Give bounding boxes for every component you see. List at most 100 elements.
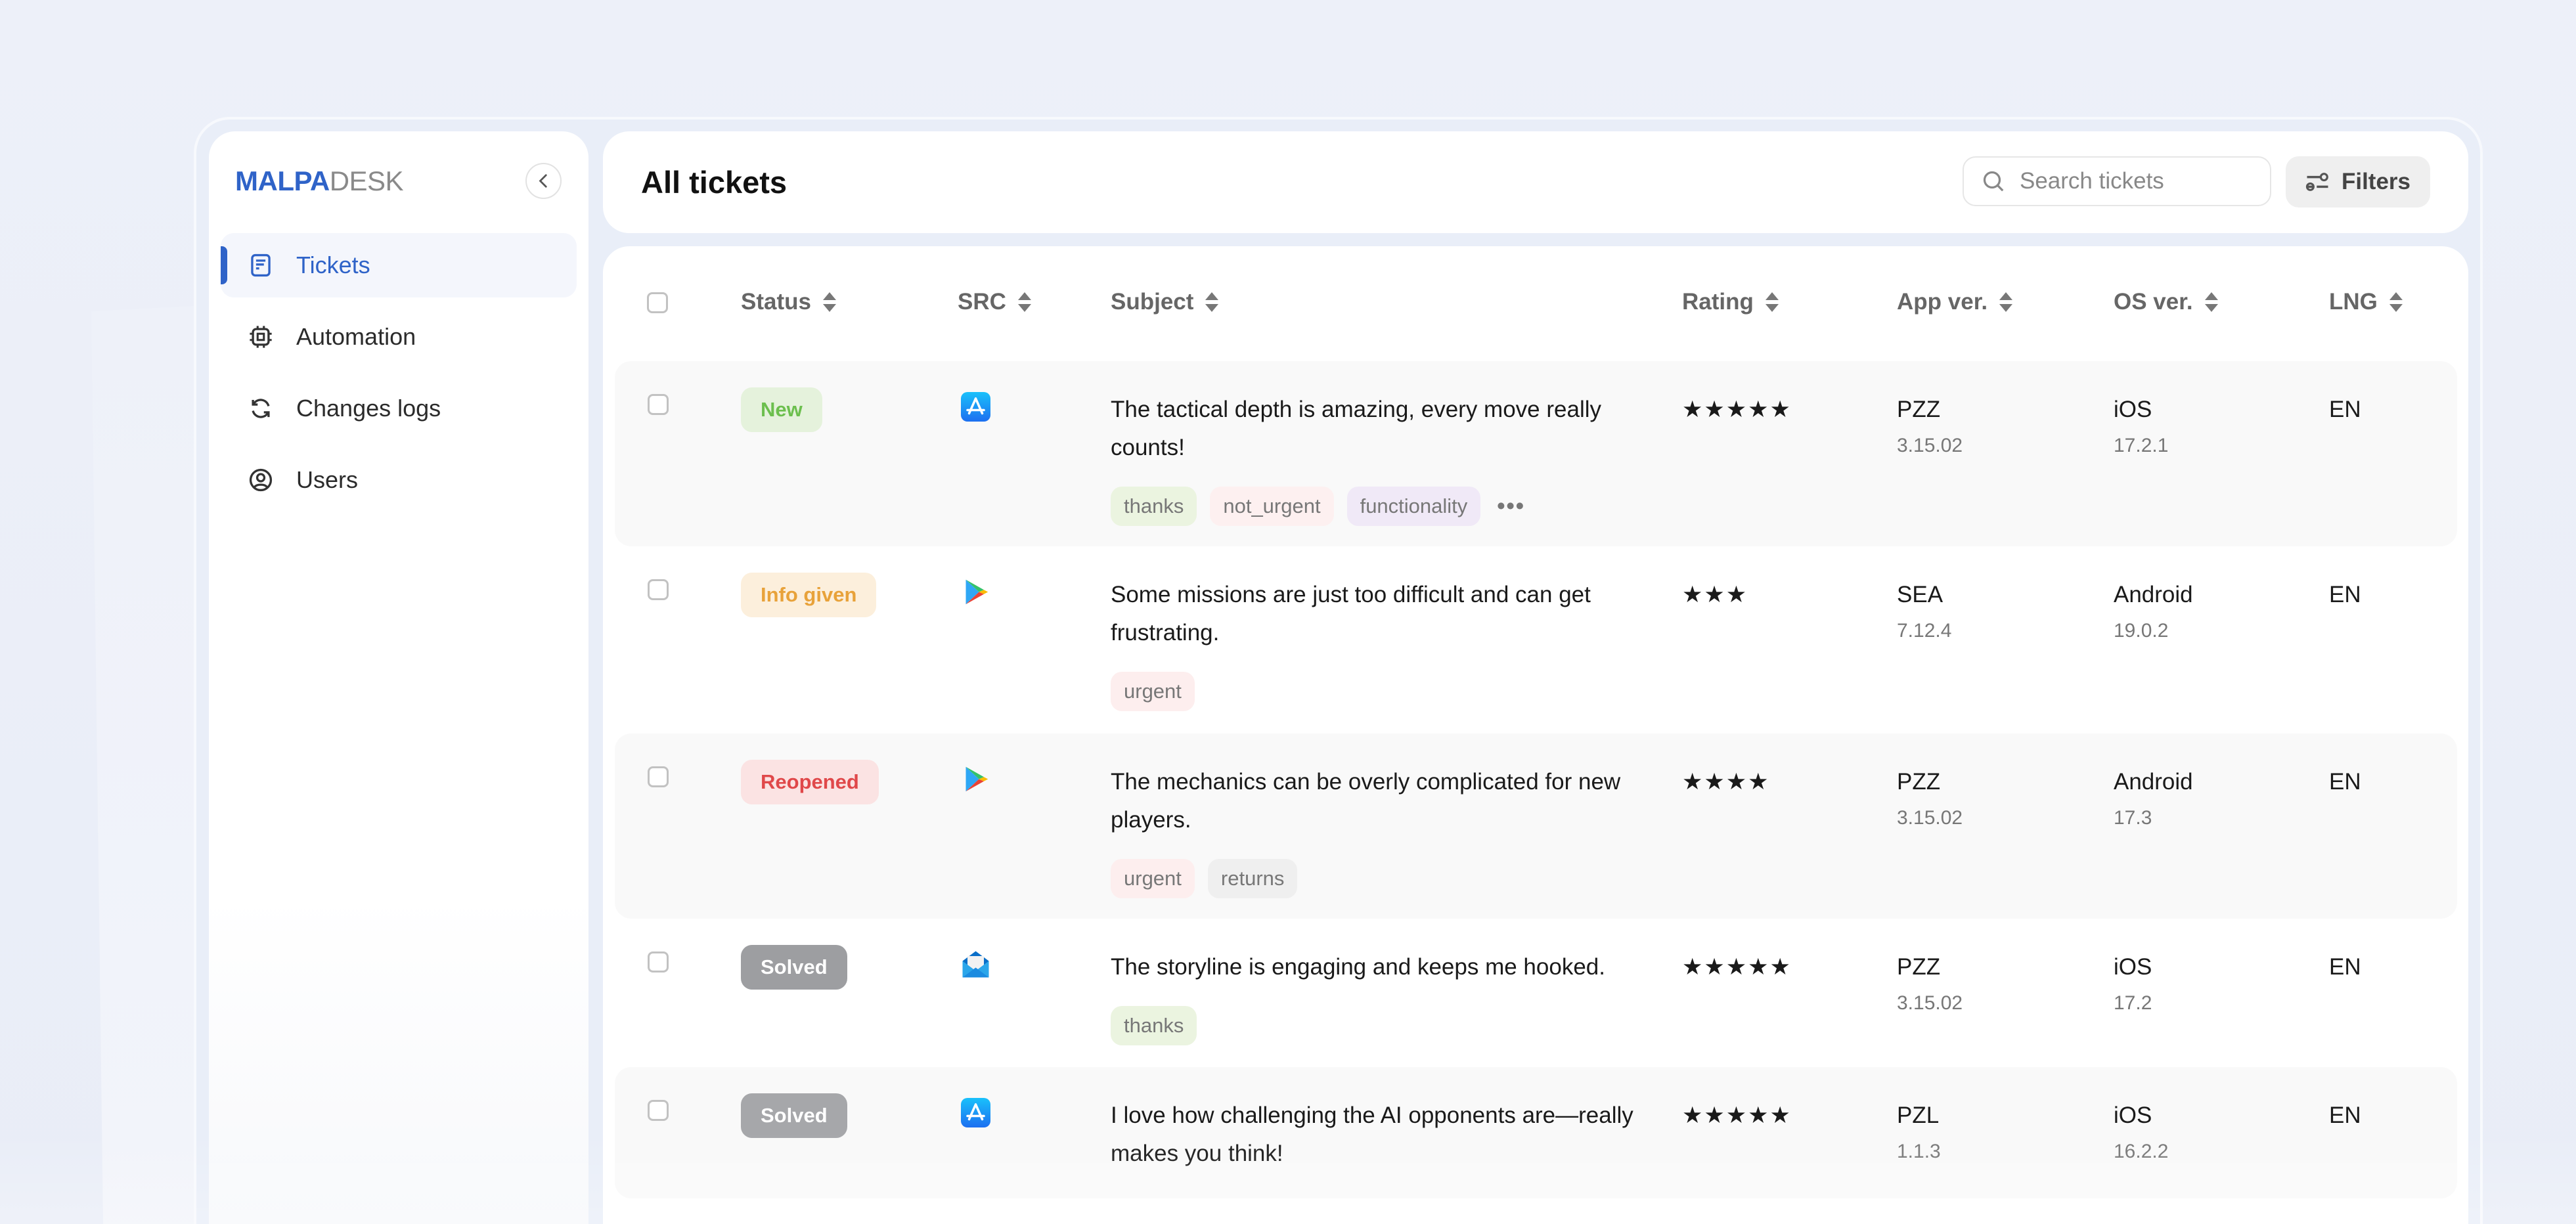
tag[interactable]: thanks bbox=[1111, 1006, 1197, 1045]
language-cell: EN bbox=[2329, 1103, 2361, 1128]
sidebar-item-automation[interactable]: Automation bbox=[221, 305, 577, 369]
sidebar-item-label: Users bbox=[296, 466, 359, 493]
column-label: Subject bbox=[1111, 289, 1194, 315]
subject-text: The storyline is engaging and keeps me h… bbox=[1111, 954, 1605, 980]
subject-cell[interactable]: The mechanics can be overly complicated … bbox=[1111, 763, 1636, 898]
tag[interactable]: returns bbox=[1207, 859, 1298, 898]
tag[interactable]: thanks bbox=[1111, 487, 1197, 526]
search-box[interactable] bbox=[1963, 156, 2271, 206]
app-version-cell: PZL 1.1.3 bbox=[1897, 1097, 1941, 1168]
os-version-cell: Android 17.3 bbox=[2114, 763, 2193, 834]
os-name: iOS bbox=[2114, 397, 2152, 422]
os-version: 16.2.2 bbox=[2114, 1141, 2169, 1162]
column-header-status[interactable]: Status bbox=[741, 289, 836, 315]
sort-icon bbox=[1205, 292, 1219, 312]
language-cell: EN bbox=[2329, 769, 2361, 795]
tag[interactable]: not_urgent bbox=[1210, 487, 1334, 526]
subject-cell[interactable]: I love how challenging the AI opponents … bbox=[1111, 1097, 1636, 1173]
column-label: LNG bbox=[2329, 289, 2378, 315]
tag-list: thanks bbox=[1111, 1006, 1636, 1045]
os-version: 17.3 bbox=[2114, 807, 2152, 829]
sidebar-item-tickets[interactable]: Tickets bbox=[221, 233, 577, 297]
sort-icon bbox=[1017, 292, 1031, 312]
logo: MALPADESK bbox=[235, 165, 404, 197]
page-header: All tickets Filters bbox=[603, 131, 2468, 233]
sort-icon bbox=[1999, 292, 2013, 312]
table-row[interactable]: Solved I love how challenging the AI opp… bbox=[615, 1067, 2457, 1198]
rating-stars: ★★★★ bbox=[1682, 769, 1770, 795]
table-row[interactable]: Reopened The mechanics can be overly com… bbox=[615, 733, 2457, 919]
column-header-subject[interactable]: Subject bbox=[1111, 289, 1219, 315]
sort-icon bbox=[2389, 292, 2403, 312]
column-label: Status bbox=[741, 289, 811, 315]
os-version-cell: Android 19.0.2 bbox=[2114, 576, 2193, 647]
language-cell: EN bbox=[2329, 954, 2361, 980]
subject-text: The mechanics can be overly complicated … bbox=[1111, 769, 1621, 833]
app-version: 3.15.02 bbox=[1897, 807, 1963, 829]
subject-cell[interactable]: The storyline is engaging and keeps me h… bbox=[1111, 948, 1636, 1045]
tag-list: thanks not_urgent functionality ••• bbox=[1111, 487, 1636, 526]
sidebar-item-users[interactable]: Users bbox=[221, 448, 577, 512]
collapse-sidebar-button[interactable] bbox=[525, 163, 562, 199]
row-checkbox[interactable] bbox=[648, 766, 669, 787]
os-version: 17.2 bbox=[2114, 992, 2152, 1014]
sidebar-nav: Tickets Automation Changes logs Users bbox=[221, 233, 577, 519]
row-checkbox[interactable] bbox=[648, 951, 669, 973]
tag[interactable]: urgent bbox=[1111, 859, 1195, 898]
os-name: iOS bbox=[2114, 954, 2152, 980]
tag[interactable]: functionality bbox=[1346, 487, 1481, 526]
os-version-cell: iOS 17.2 bbox=[2114, 948, 2152, 1019]
sidebar-item-label: Changes logs bbox=[296, 395, 441, 422]
tag-list: urgent returns bbox=[1111, 859, 1636, 898]
subject-text: I love how challenging the AI opponents … bbox=[1111, 1103, 1633, 1166]
app-name: PZZ bbox=[1897, 397, 1941, 422]
column-header-lng[interactable]: LNG bbox=[2329, 289, 2403, 315]
column-label: App ver. bbox=[1897, 289, 1988, 315]
subject-cell[interactable]: Some missions are just too difficult and… bbox=[1111, 576, 1636, 711]
row-checkbox[interactable] bbox=[648, 394, 669, 415]
app-name: PZZ bbox=[1897, 954, 1941, 980]
column-header-rating[interactable]: Rating bbox=[1682, 289, 1779, 315]
app-version: 3.15.02 bbox=[1897, 435, 1963, 456]
tag[interactable]: urgent bbox=[1111, 672, 1195, 711]
cpu-chip-icon bbox=[250, 326, 272, 348]
user-circle-icon bbox=[249, 468, 273, 492]
rating-stars: ★★★ bbox=[1682, 582, 1748, 607]
sidebar-item-label: Automation bbox=[296, 323, 416, 350]
sidebar-item-label: Tickets bbox=[296, 251, 370, 278]
row-checkbox[interactable] bbox=[648, 1100, 669, 1121]
sliders-icon bbox=[2305, 173, 2328, 191]
google-play-icon bbox=[961, 577, 990, 607]
column-label: Rating bbox=[1682, 289, 1754, 315]
column-header-src[interactable]: SRC bbox=[958, 289, 1031, 315]
filters-label: Filters bbox=[2341, 169, 2411, 194]
table-row[interactable]: Info given Some missions are just too di… bbox=[615, 546, 2457, 733]
table-row[interactable]: Solved The storyline is engaging and kee… bbox=[615, 919, 2457, 1067]
page-title: All tickets bbox=[641, 165, 788, 200]
app-store-icon bbox=[961, 392, 990, 422]
app-version-cell: PZZ 3.15.02 bbox=[1897, 763, 1963, 834]
select-all-checkbox[interactable] bbox=[647, 292, 668, 313]
column-header-os-ver[interactable]: OS ver. bbox=[2114, 289, 2218, 315]
os-name: Android bbox=[2114, 582, 2193, 607]
app-store-icon bbox=[961, 1098, 990, 1127]
language-cell: EN bbox=[2329, 582, 2361, 607]
status-badge: Solved bbox=[741, 945, 847, 990]
column-header-app-ver[interactable]: App ver. bbox=[1897, 289, 2013, 315]
language-cell: EN bbox=[2329, 397, 2361, 422]
subject-text: Some missions are just too difficult and… bbox=[1111, 582, 1591, 645]
column-label: OS ver. bbox=[2114, 289, 2193, 315]
os-version-cell: iOS 17.2.1 bbox=[2114, 391, 2168, 462]
row-checkbox[interactable] bbox=[648, 579, 669, 600]
more-tags-icon[interactable]: ••• bbox=[1497, 493, 1526, 519]
os-name: iOS bbox=[2114, 1103, 2152, 1128]
filters-button[interactable]: Filters bbox=[2286, 156, 2430, 208]
sidebar-item-changes-logs[interactable]: Changes logs bbox=[221, 376, 577, 441]
search-input[interactable] bbox=[2018, 167, 2257, 195]
subject-cell[interactable]: The tactical depth is amazing, every mov… bbox=[1111, 391, 1636, 526]
table-row[interactable]: New The tactical depth is amazing, every… bbox=[615, 361, 2457, 546]
tickets-table: Status SRC Subject Rating App ver. OS ve… bbox=[603, 246, 2468, 1224]
column-label: SRC bbox=[958, 289, 1006, 315]
status-badge: Solved bbox=[741, 1093, 847, 1138]
